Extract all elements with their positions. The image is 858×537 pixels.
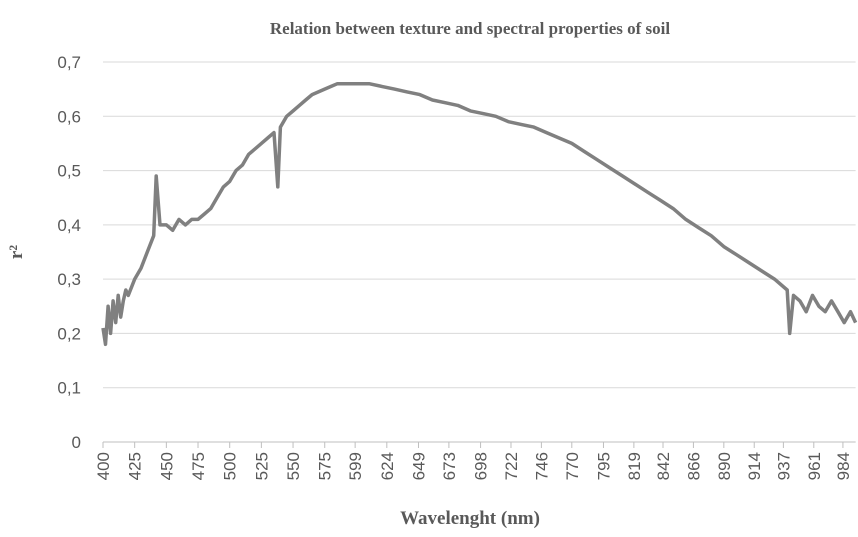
x-tick-label: 984 (834, 452, 853, 480)
x-tick-label: 746 (532, 452, 551, 480)
x-axis-title: Wavelenght (nm) (400, 508, 540, 529)
x-tick-label: 599 (346, 452, 365, 480)
x-tick-label: 819 (625, 452, 644, 480)
x-tick-label: 698 (472, 452, 491, 480)
x-tick-label: 624 (378, 452, 397, 480)
y-tick-label: 0,1 (57, 379, 81, 398)
x-tick-label: 890 (715, 452, 734, 480)
x-tick-label: 842 (654, 452, 673, 480)
x-tick-label: 649 (409, 452, 428, 480)
y-tick-label: 0,3 (57, 270, 81, 289)
y-tick-label: 0,4 (57, 216, 81, 235)
x-tick-label: 961 (805, 452, 824, 480)
x-tick-label: 550 (284, 452, 303, 480)
x-tick-label: 795 (594, 452, 613, 480)
x-tick-label: 866 (684, 452, 703, 480)
x-tick-label: 914 (745, 452, 764, 480)
y-tick-label: 0,6 (57, 107, 81, 126)
chart-title: Relation between texture and spectral pr… (270, 19, 671, 38)
x-tick-label: 722 (502, 452, 521, 480)
x-tick-label: 525 (252, 452, 271, 480)
x-tick-label: 450 (157, 452, 176, 480)
y-tick-label: 0,7 (57, 53, 81, 72)
y-axis-title: r² (6, 245, 27, 259)
y-tick-label: 0,2 (57, 324, 81, 343)
x-tick-label: 400 (94, 452, 113, 480)
data-line (101, 81, 858, 347)
x-tick-label: 770 (563, 452, 582, 480)
x-tick-label: 937 (774, 452, 793, 480)
y-tick-label: 0,5 (57, 162, 81, 181)
x-tick-label: 425 (126, 452, 145, 480)
x-tick-label: 475 (189, 452, 208, 480)
x-tick-label: 673 (440, 452, 459, 480)
y-tick-label: 0 (72, 433, 81, 452)
x-tick-label: 500 (221, 452, 240, 480)
x-tick-label: 575 (316, 452, 335, 480)
